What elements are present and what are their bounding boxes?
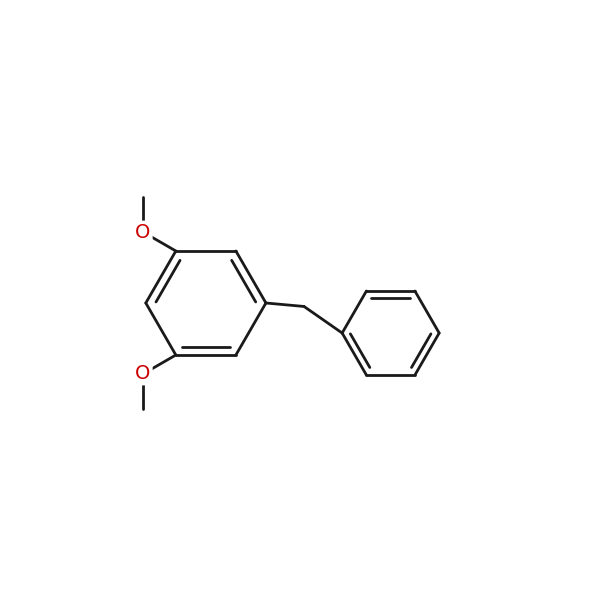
Text: O: O [136,364,151,383]
Text: O: O [136,223,151,242]
